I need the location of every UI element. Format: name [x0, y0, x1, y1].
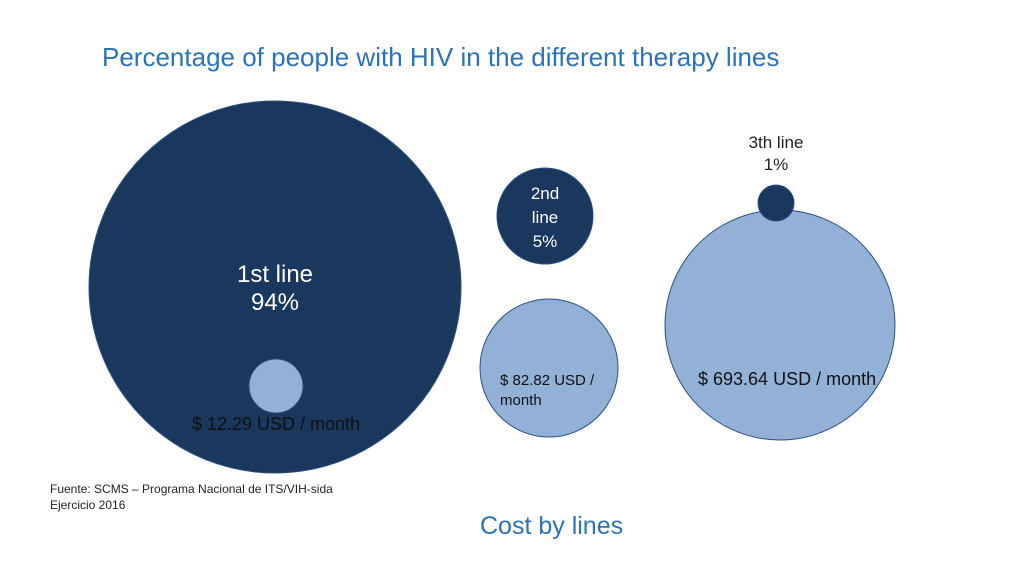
label-cost-1st-line: $ 12.29 USD / month — [192, 414, 360, 434]
label-percent-3th-line-line: 1% — [764, 155, 789, 174]
label-percent-2nd-line-line: line — [532, 208, 558, 227]
source-line: Fuente: SCMS – Programa Nacional de ITS/… — [50, 482, 333, 496]
label-cost-2nd-line-line: $ 82.82 USD / — [500, 372, 595, 389]
label-percent-1st-line: 1st line 94% — [237, 261, 313, 316]
label-percent-1st-line-line: 94% — [251, 289, 299, 316]
label-cost-2nd-line: $ 82.82 USD / month — [500, 372, 595, 409]
label-percent-2nd-line-line: 5% — [533, 232, 558, 251]
cost-title: Cost by lines — [480, 512, 624, 540]
label-percent-2nd-line-line: 2nd — [531, 184, 559, 203]
chart-title: Percentage of people with HIV in the dif… — [102, 42, 780, 72]
label-percent-3th-line: 3th line 1% — [749, 133, 804, 174]
bubble-percent-1st-line — [88, 100, 462, 474]
label-cost-3th-line: $ 693.64 USD / month — [698, 369, 876, 389]
label-cost-2nd-line-line: month — [500, 392, 542, 409]
label-cost-1st-line-line: $ 12.29 USD / month — [192, 414, 360, 434]
source-note: Fuente: SCMS – Programa Nacional de ITS/… — [50, 481, 333, 513]
label-percent-3th-line-line: 3th line — [749, 133, 804, 152]
bubble-cost-1st-line — [248, 358, 304, 414]
bubble-cost-2nd-line — [479, 298, 619, 438]
bubble-percent-2nd-line — [496, 167, 594, 265]
label-percent-2nd-line: 2nd line 5% — [531, 184, 559, 251]
label-percent-1st-line-line: 1st line — [237, 261, 313, 288]
source-year: Ejercicio 2016 — [50, 498, 126, 512]
bubble-cost-3th-line — [664, 209, 896, 441]
bubble-percent-3th-line — [757, 184, 795, 222]
label-cost-3th-line-line: $ 693.64 USD / month — [698, 369, 876, 389]
